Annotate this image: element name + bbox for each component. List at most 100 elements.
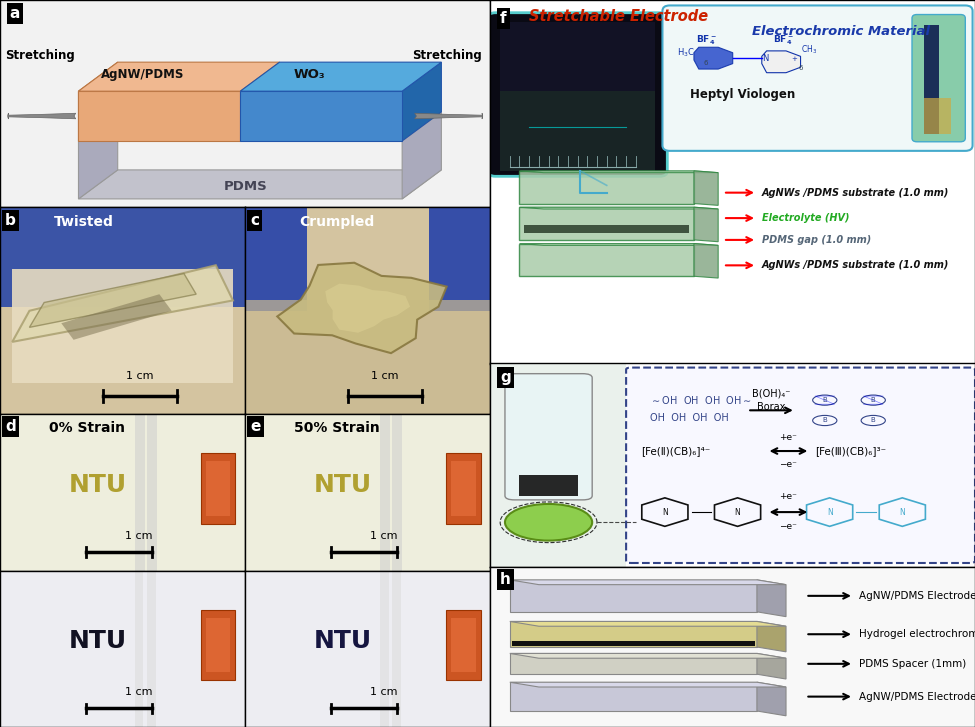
Polygon shape: [78, 112, 442, 141]
Bar: [447, 454, 481, 523]
Polygon shape: [510, 580, 786, 585]
Polygon shape: [520, 207, 694, 240]
Bar: [392, 414, 402, 571]
Text: PDMS: PDMS: [223, 180, 267, 193]
Bar: [924, 98, 951, 134]
Text: d: d: [5, 419, 16, 434]
Text: 6: 6: [799, 65, 802, 71]
Polygon shape: [520, 244, 719, 246]
Bar: [520, 475, 577, 496]
Polygon shape: [78, 63, 118, 141]
Polygon shape: [510, 682, 786, 687]
Text: Heptyl Viologen: Heptyl Viologen: [689, 88, 795, 101]
Text: 1 cm: 1 cm: [370, 687, 397, 697]
Text: 1 cm: 1 cm: [125, 531, 152, 541]
Text: c: c: [251, 214, 259, 228]
FancyBboxPatch shape: [505, 374, 592, 500]
Text: Stretchable Electrode: Stretchable Electrode: [529, 9, 708, 24]
FancyBboxPatch shape: [912, 15, 965, 142]
Text: N: N: [761, 55, 768, 63]
Text: $\mathbf{BF_4^-}$: $\mathbf{BF_4^-}$: [773, 33, 794, 47]
Polygon shape: [510, 622, 786, 626]
Polygon shape: [240, 91, 402, 141]
Bar: [924, 25, 939, 134]
Polygon shape: [694, 171, 719, 206]
Polygon shape: [510, 654, 786, 658]
Polygon shape: [757, 682, 786, 716]
Bar: [201, 610, 235, 680]
Text: +e⁻: +e⁻: [779, 433, 798, 442]
Text: −e⁻: −e⁻: [779, 522, 798, 531]
Bar: [490, 364, 626, 567]
Bar: [206, 618, 230, 672]
Polygon shape: [694, 47, 733, 69]
Text: Electrochromic Material: Electrochromic Material: [752, 25, 930, 39]
Polygon shape: [78, 170, 442, 199]
Polygon shape: [240, 63, 442, 91]
Text: e: e: [251, 419, 260, 434]
Text: OH  OH  OH  OH: OH OH OH OH: [650, 414, 729, 423]
Polygon shape: [277, 262, 447, 353]
Text: $\mathrm{CH_3}$: $\mathrm{CH_3}$: [800, 44, 817, 56]
Text: −e⁻: −e⁻: [779, 459, 798, 469]
Polygon shape: [525, 225, 689, 233]
Bar: [0, 207, 246, 307]
Bar: [451, 618, 476, 672]
Bar: [500, 91, 655, 171]
Text: 1 cm: 1 cm: [125, 687, 152, 697]
Text: B: B: [822, 397, 827, 403]
Text: N: N: [735, 507, 740, 517]
Text: a: a: [10, 7, 20, 21]
Bar: [13, 269, 233, 383]
Polygon shape: [520, 171, 719, 173]
Text: Stretching: Stretching: [412, 49, 482, 63]
Text: B: B: [871, 397, 876, 403]
Polygon shape: [61, 294, 172, 340]
Polygon shape: [402, 112, 442, 199]
Bar: [380, 414, 390, 571]
Text: 50% Strain: 50% Strain: [294, 421, 380, 435]
Bar: [147, 571, 156, 727]
Polygon shape: [520, 171, 694, 204]
Polygon shape: [510, 682, 757, 711]
Text: NTU: NTU: [69, 629, 127, 653]
Polygon shape: [761, 51, 800, 73]
Text: AgNW/PDMS Electrode (5mm): AgNW/PDMS Electrode (5mm): [859, 691, 975, 702]
Text: Electrolyte (HV): Electrolyte (HV): [761, 213, 849, 223]
Text: B(OH)₄⁻: B(OH)₄⁻: [753, 388, 791, 398]
Text: h: h: [500, 572, 511, 587]
Text: Crumpled: Crumpled: [299, 215, 374, 230]
Bar: [380, 571, 389, 727]
Polygon shape: [694, 244, 719, 278]
Text: 1 cm: 1 cm: [371, 371, 399, 381]
Text: 1 cm: 1 cm: [370, 531, 397, 541]
Text: N: N: [900, 507, 905, 517]
Circle shape: [505, 504, 592, 541]
FancyBboxPatch shape: [626, 368, 975, 563]
Polygon shape: [78, 112, 118, 199]
Text: $\sim$OH  OH  OH  OH$\sim$: $\sim$OH OH OH OH$\sim$: [650, 394, 752, 406]
Text: WO₃: WO₃: [293, 68, 325, 81]
Text: [Fe(Ⅲ)(CB)₆]³⁻: [Fe(Ⅲ)(CB)₆]³⁻: [815, 446, 886, 456]
Text: AgNW/PDMS: AgNW/PDMS: [100, 68, 184, 81]
Text: $\mathrm{H_3C}$: $\mathrm{H_3C}$: [677, 47, 695, 59]
Text: AgNW/PDMS Electrode (5mm): AgNW/PDMS Electrode (5mm): [859, 591, 975, 601]
Bar: [206, 462, 230, 516]
Text: AgNWs /PDMS substrate (1.0 mm): AgNWs /PDMS substrate (1.0 mm): [761, 260, 949, 270]
Polygon shape: [757, 622, 786, 652]
Bar: [147, 414, 157, 571]
Text: NTU: NTU: [314, 629, 372, 653]
Polygon shape: [510, 622, 757, 647]
Polygon shape: [757, 654, 786, 679]
Text: NTU: NTU: [314, 473, 372, 497]
Bar: [246, 207, 306, 311]
Text: N: N: [827, 507, 833, 517]
Text: 1 cm: 1 cm: [126, 371, 153, 381]
Bar: [512, 641, 755, 646]
Text: N: N: [662, 507, 668, 517]
Text: +: +: [791, 56, 797, 62]
Text: Twisted: Twisted: [54, 215, 114, 230]
Polygon shape: [326, 284, 410, 333]
Bar: [246, 300, 490, 414]
Bar: [500, 22, 655, 91]
